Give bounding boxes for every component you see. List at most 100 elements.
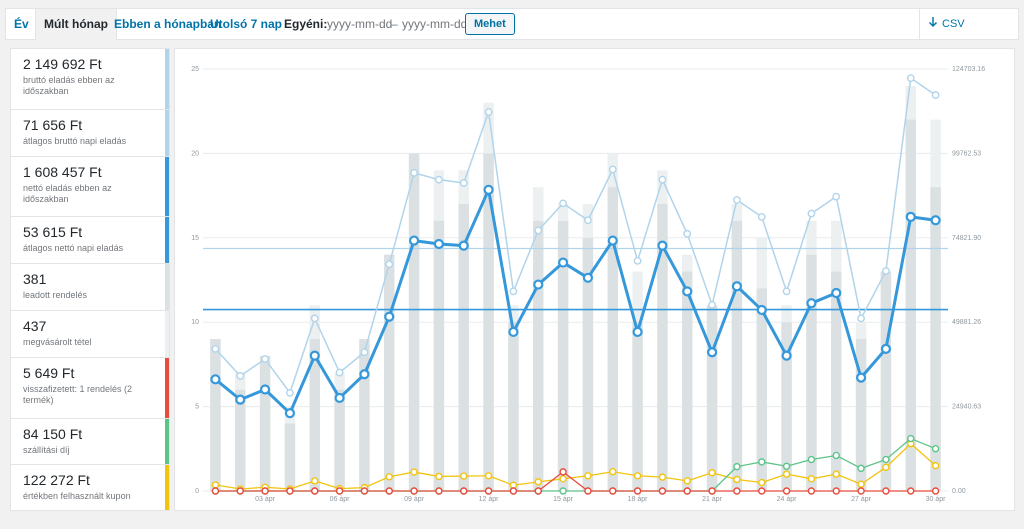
refunds-point [584,487,592,495]
x-tick-label: 15 ápr [553,496,574,503]
shipping-point [807,455,816,464]
net-sales-point [259,384,271,395]
date-separator: – [391,17,398,31]
net-sales-point [632,326,643,338]
bar-orders [458,204,469,492]
x-tick-label: 21 ápr [702,496,723,503]
gross-sales-point [360,348,369,357]
net-sales-point [806,298,817,309]
shipping-point [907,434,915,443]
refunds-point [658,487,667,495]
bar-orders [408,153,420,491]
bar-orders [483,153,494,491]
legend-coupons[interactable]: 122 272 Ft értékben felhasznált kupon [11,465,169,510]
legend-refunds[interactable]: 5 649 Ft visszafizetett: 1 rendelés (2 t… [11,358,169,419]
date-to-input[interactable]: yyyy-mm-dd [402,17,468,31]
net-sales-point [235,394,246,405]
gross-sales-point [286,388,294,397]
bar-orders [731,220,743,492]
tab-last-month[interactable]: Múlt hónap [35,9,117,41]
refunds-point [609,487,617,495]
coupons-point [460,472,468,480]
gross-sales-point [435,175,443,184]
gross-sales-point [906,74,915,83]
legend-orders[interactable]: 381 leadott rendelés [11,264,169,311]
refunds-point [261,487,269,495]
tab-last-7-days[interactable]: Utolsó 7 nap [210,17,283,31]
refunds-point [733,487,741,495]
x-tick-label: 06 ápr [330,496,351,503]
y-left-tick-label: 25 [191,66,199,73]
coupons-point [683,477,691,485]
legend-color-bar [165,311,169,357]
sales-chart: 0 0.00 5 24940.63 10 49881.26 15 74821.90 20 9976… [191,66,985,503]
legend-label: nettó eladás ebben az időszakban [23,183,112,204]
coupons-point [633,472,642,480]
gross-sales-point [931,91,940,99]
go-button[interactable]: Mehet [465,13,515,35]
refunds-point [931,487,940,495]
refunds-point [807,487,816,495]
net-sales-point [657,240,668,251]
chart-legend: 2 149 692 Ft bruttó eladás ebben az idős… [10,48,170,511]
bar-orders [806,254,817,491]
shipping-point [733,462,741,471]
refunds-point [509,487,518,495]
net-sales-point [607,235,618,246]
coupons-point [758,478,766,487]
y-left-tick-label: 5 [195,404,199,411]
gross-sales-point [584,216,592,225]
x-tick-label: 27 ápr [851,496,872,503]
legend-value: 5 649 Ft [23,365,75,381]
net-sales-point [831,287,842,299]
net-sales-point [855,372,867,383]
net-sales-point [384,311,395,322]
y-right-tick-label: 0.00 [952,488,966,495]
coupons-point [708,469,716,477]
refunds-point [882,487,890,495]
date-from-input[interactable]: yyyy-mm-dd [327,17,393,31]
coupons-point [584,472,592,480]
tab-year[interactable]: Év [14,17,29,31]
bar-orders [582,237,594,491]
legend-shipping[interactable]: 84 150 Ft szállítási díj [11,419,169,465]
y-left-tick-label: 20 [191,150,199,157]
legend-net-sales[interactable]: 1 608 457 Ft nettó eladás ebben az idősz… [11,157,169,217]
net-sales-point [508,326,519,338]
bar-orders [632,322,643,491]
gross-sales-point [559,199,567,208]
y-left-tick-label: 0 [195,488,199,495]
coupons-point [658,473,667,481]
y-left-tick-label: 15 [191,235,199,242]
gross-sales-line [214,77,937,394]
bar-orders [930,187,941,491]
refunds-point [236,487,244,495]
shipping-point [832,451,840,460]
refunds-point [782,487,791,495]
gross-sales-point [782,287,791,296]
gross-sales-point [832,192,841,201]
legend-color-bar [165,465,169,510]
legend-items[interactable]: 437 megvásárolt tétel [11,311,169,358]
x-tick-label: 03 ápr [255,496,276,503]
refunds-point [435,487,443,495]
export-divider [919,9,920,40]
legend-value: 2 149 692 Ft [23,56,102,72]
bar-orders [657,204,668,492]
legend-avg-gross[interactable]: 71 656 Ft átlagos bruttó napi eladás [11,110,169,157]
tab-this-month[interactable]: Ebben a hónapban [114,17,222,31]
legend-label: visszafizetett: 1 rendelés (2 termék) [23,384,133,405]
bar-orders [781,322,792,491]
bar-orders [334,389,345,491]
gross-sales-point [459,179,468,187]
bar-orders [235,389,246,491]
gross-sales-point [211,344,220,353]
legend-avg-net[interactable]: 53 615 Ft átlagos nettó napi eladás [11,217,169,264]
net-sales-point [483,184,494,195]
gross-sales-point [310,314,319,323]
gross-sales-point [683,229,692,238]
y-right-tick-label: 99762.53 [952,150,981,157]
coupons-point [882,463,890,472]
legend-gross-sales[interactable]: 2 149 692 Ft bruttó eladás ebben az idős… [11,49,169,110]
net-sales-point [458,240,469,251]
